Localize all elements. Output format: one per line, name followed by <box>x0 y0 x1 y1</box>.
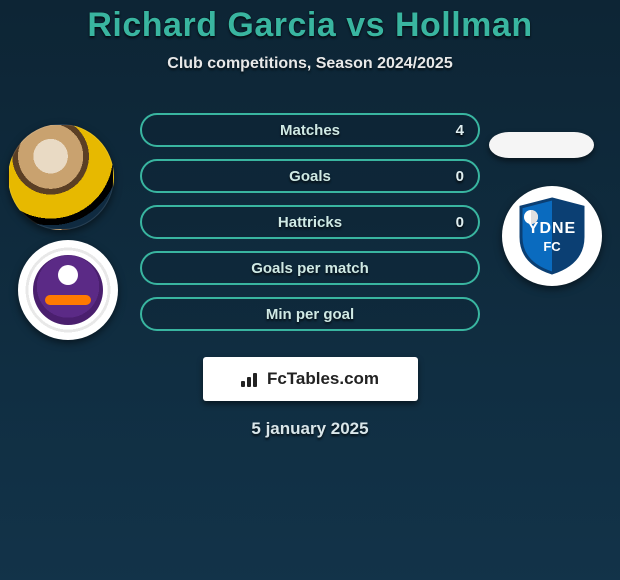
branding-badge: FcTables.com <box>203 357 418 401</box>
stat-label: Min per goal <box>266 306 354 323</box>
stat-label: Hattricks <box>278 214 342 231</box>
stat-row-goals: Goals 0 <box>140 159 480 193</box>
footer-date: 5 january 2025 <box>0 419 620 439</box>
stat-row-matches: Matches 4 <box>140 113 480 147</box>
stat-row-goals-per-match: Goals per match <box>140 251 480 285</box>
stat-label: Goals per match <box>251 260 369 277</box>
stat-right-value: 4 <box>456 122 464 139</box>
stat-right-value: 0 <box>456 168 464 185</box>
bar-chart-icon <box>241 371 261 387</box>
stat-row-min-per-goal: Min per goal <box>140 297 480 331</box>
page-title: Richard Garcia vs Hollman <box>0 6 620 45</box>
stat-right-value: 0 <box>456 214 464 231</box>
stats-container: Matches 4 Goals 0 Hattricks 0 Goals per … <box>0 113 620 353</box>
stat-label: Goals <box>289 168 331 185</box>
page-subtitle: Club competitions, Season 2024/2025 <box>0 55 620 73</box>
stat-row-hattricks: Hattricks 0 <box>140 205 480 239</box>
branding-text: FcTables.com <box>267 369 379 389</box>
stat-label: Matches <box>280 122 340 139</box>
stat-bars: Matches 4 Goals 0 Hattricks 0 Goals per … <box>140 113 480 343</box>
